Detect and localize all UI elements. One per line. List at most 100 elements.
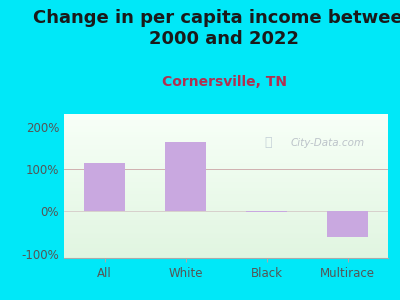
Bar: [64, 235, 388, 236]
Bar: [64, 166, 388, 167]
Bar: [64, 180, 388, 182]
Bar: [64, 231, 388, 232]
Bar: [64, 172, 388, 173]
Bar: [64, 117, 388, 118]
Bar: [64, 125, 388, 127]
Bar: [64, 203, 388, 205]
Bar: [64, 161, 388, 163]
Text: Ⓜ: Ⓜ: [264, 136, 272, 149]
Bar: [64, 144, 388, 146]
Bar: [64, 200, 388, 202]
Bar: [64, 222, 388, 224]
Bar: [64, 183, 388, 184]
Bar: [64, 159, 388, 160]
Bar: [64, 121, 388, 123]
Bar: [64, 120, 388, 121]
Bar: [64, 124, 388, 125]
Bar: [64, 236, 388, 238]
Bar: [64, 218, 388, 219]
Bar: [64, 197, 388, 199]
Bar: [64, 256, 388, 258]
Bar: [64, 186, 388, 188]
Bar: [64, 252, 388, 254]
Bar: [64, 123, 388, 124]
Bar: [64, 241, 388, 242]
Bar: [64, 255, 388, 256]
Bar: [64, 136, 388, 137]
Bar: [84, 163, 125, 212]
Bar: [64, 133, 388, 134]
Bar: [64, 127, 388, 128]
Bar: [64, 157, 388, 159]
Bar: [64, 177, 388, 179]
Bar: [64, 247, 388, 248]
Bar: [64, 208, 388, 209]
Bar: [64, 169, 388, 170]
Bar: [64, 213, 388, 215]
Bar: [64, 182, 388, 183]
Bar: [64, 242, 388, 244]
Text: City-Data.com: City-Data.com: [291, 138, 365, 148]
Bar: [64, 244, 388, 245]
Bar: [64, 226, 388, 228]
Bar: [64, 148, 388, 150]
Bar: [64, 134, 388, 136]
Bar: [64, 118, 388, 120]
Bar: [64, 199, 388, 200]
Bar: [64, 251, 388, 252]
Bar: [64, 216, 388, 218]
Bar: [64, 137, 388, 139]
Bar: [64, 195, 388, 196]
Bar: [64, 209, 388, 211]
Bar: [64, 150, 388, 152]
Bar: [64, 220, 388, 222]
Bar: [64, 254, 388, 255]
Bar: [64, 164, 388, 166]
Bar: [64, 215, 388, 216]
Text: Change in per capita income between
2000 and 2022: Change in per capita income between 2000…: [33, 9, 400, 48]
Bar: [64, 140, 388, 141]
Bar: [64, 188, 388, 189]
Bar: [64, 167, 388, 169]
Bar: [64, 193, 388, 195]
Bar: [327, 212, 368, 237]
Bar: [64, 152, 388, 153]
Bar: [64, 160, 388, 161]
Bar: [64, 146, 388, 147]
Bar: [64, 170, 388, 172]
Bar: [64, 163, 388, 164]
Bar: [64, 211, 388, 212]
Bar: [64, 175, 388, 176]
Bar: [64, 189, 388, 190]
Bar: [64, 249, 388, 251]
Bar: [64, 143, 388, 144]
Bar: [64, 192, 388, 193]
Bar: [64, 239, 388, 241]
Bar: [64, 139, 388, 140]
Bar: [64, 229, 388, 231]
Bar: [64, 245, 388, 247]
Bar: [64, 141, 388, 143]
Bar: [64, 238, 388, 239]
Bar: [64, 173, 388, 175]
Bar: [64, 206, 388, 208]
Bar: [64, 176, 388, 177]
Bar: [64, 233, 388, 235]
Bar: [64, 196, 388, 197]
Bar: [64, 154, 388, 156]
Bar: [64, 128, 388, 130]
Bar: [64, 116, 388, 117]
Bar: [64, 190, 388, 192]
Bar: [64, 156, 388, 157]
Bar: [64, 153, 388, 154]
Bar: [64, 225, 388, 226]
Bar: [64, 248, 388, 249]
Bar: [64, 114, 388, 116]
Bar: [64, 147, 388, 148]
Bar: [64, 212, 388, 213]
Bar: [64, 224, 388, 225]
Bar: [64, 179, 388, 180]
Bar: [64, 228, 388, 229]
Bar: [64, 202, 388, 203]
Bar: [165, 142, 206, 212]
